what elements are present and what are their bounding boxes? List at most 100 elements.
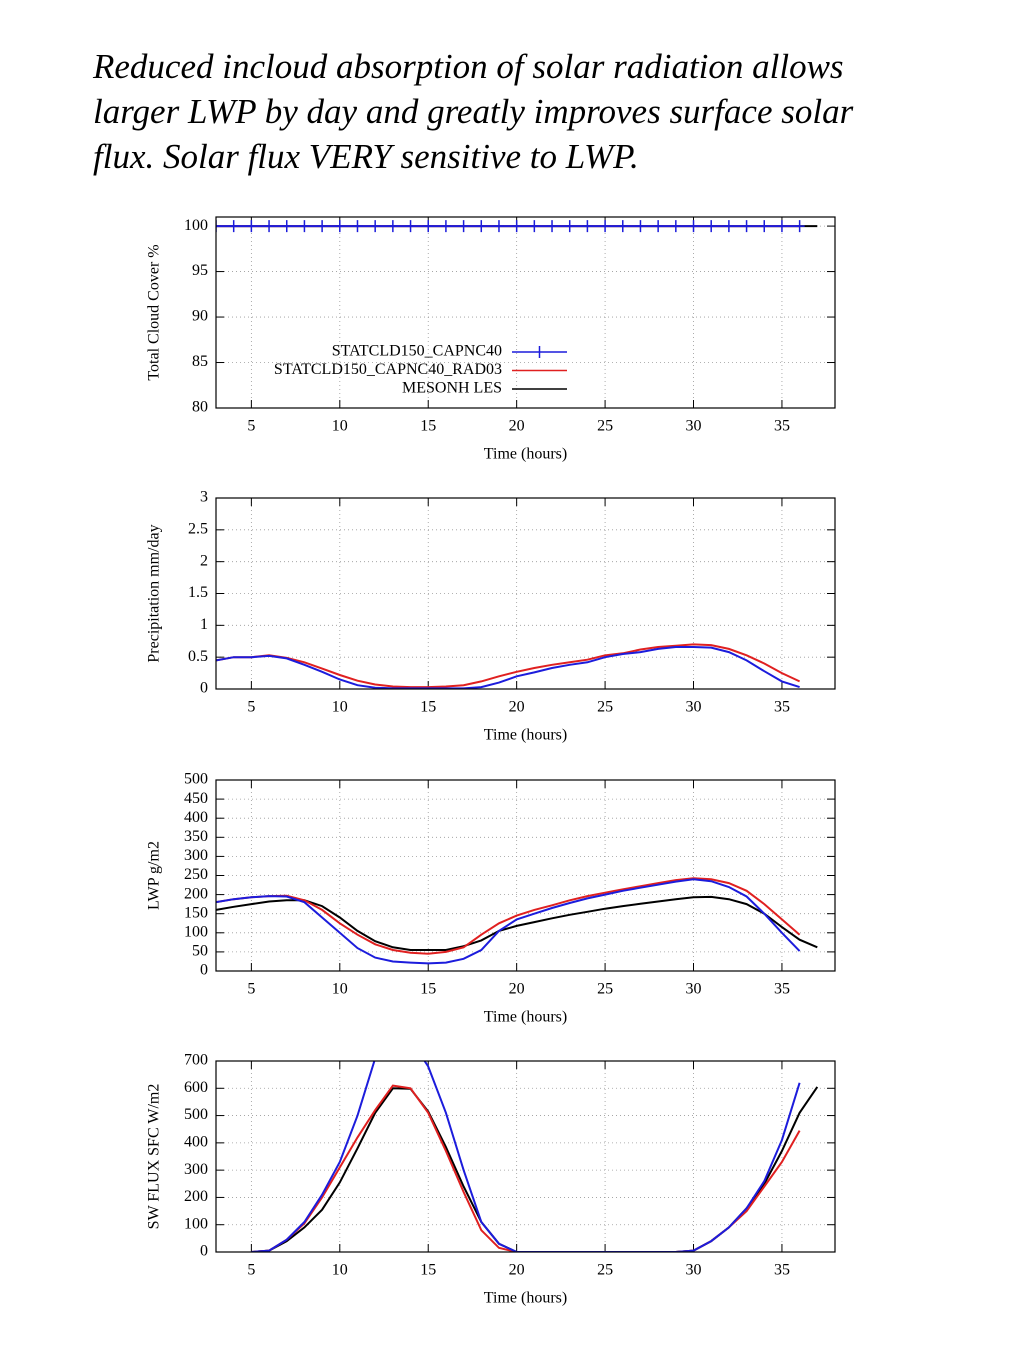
y-tick-label: 80 [192,399,208,416]
y-tick-label: 3 [200,489,208,506]
point-marker [458,220,469,233]
x-tick-label: 35 [774,418,790,435]
x-axis-label: Time (hours) [484,1009,567,1026]
plot-frame [215,779,836,972]
title-line: Reduced incloud absorption of solar radi… [92,47,844,86]
x-tick-label: 15 [420,1262,436,1279]
point-marker [493,220,504,233]
x-tick-label: 5 [247,1262,255,1279]
point-marker [670,220,681,233]
point-marker [741,220,752,233]
y-axis-label: SW FLUX SFC W/m2 [146,1084,163,1230]
y-tick-label: 300 [184,1161,208,1178]
y-axis-label: LWP g/m2 [146,841,163,910]
y-tick-label: 85 [192,353,208,370]
x-tick-label: 10 [332,1262,348,1279]
point-marker [352,220,363,233]
series-line [251,1061,801,1252]
legend-label: MESONH LES [402,380,502,397]
point-marker [334,220,345,233]
plot-frame [215,497,836,690]
x-tick-label: 10 [332,418,348,435]
y-tick-label: 50 [192,943,208,960]
chart: 0 100 200 300 400 500 600 700 5 10 15 20 25 30 35 Time … [146,1052,836,1307]
x-tick-label: 30 [686,981,702,998]
series-line [216,895,818,951]
x-axis-label: Time (hours) [484,446,567,463]
series-line [251,1084,801,1252]
y-tick-label: 0 [200,962,208,979]
x-tick-label: 15 [420,418,436,435]
point-marker [264,220,275,233]
y-tick-label: 100 [184,1215,208,1232]
y-tick-label: 2.5 [188,521,208,538]
point-marker [228,220,239,233]
point-marker [564,220,575,233]
y-tick-label: 300 [184,847,208,864]
x-tick-label: 10 [332,981,348,998]
chart: 0 50 100 150 200 250 300 350 400 450 500 5 10 15 20 25 3… [146,771,836,1026]
y-tick-label: 400 [184,809,208,826]
title-line: larger LWP by day and greatly improves s… [93,92,854,131]
chart: 80 85 90 95 100 5 10 15 20 25 30 35 Time (hours) Tota… [146,216,836,463]
x-tick-label: 15 [420,699,436,716]
plot-frame [215,216,836,409]
series-line [216,878,801,965]
y-tick-label: 150 [184,904,208,921]
y-tick-label: 700 [184,1052,208,1069]
y-tick-label: 95 [192,262,208,279]
y-tick-label: 600 [184,1079,208,1096]
point-marker [706,220,717,233]
plot-area [216,220,818,233]
y-tick-label: 200 [184,885,208,902]
y-tick-label: 450 [184,790,208,807]
plot-frame [215,1060,836,1253]
y-tick-label: 0 [200,680,208,697]
legend-label: STATCLD150_CAPNC40_RAD03 [274,361,502,378]
x-tick-label: 30 [686,699,702,716]
title-line: flux. Solar flux VERY sensitive to LWP. [93,137,639,176]
x-tick-label: 5 [247,418,255,435]
point-marker [635,220,646,233]
point-marker [547,220,558,233]
point-marker [776,220,787,233]
x-tick-label: 5 [247,699,255,716]
point-marker [529,220,540,233]
x-tick-label: 25 [597,418,613,435]
point-marker [476,220,487,233]
y-tick-label: 0 [200,1243,208,1260]
point-marker [370,220,381,233]
x-tick-label: 20 [509,981,525,998]
y-tick-label: 100 [184,217,208,234]
point-marker [281,220,292,233]
x-tick-label: 35 [774,1262,790,1279]
point-marker [688,220,699,233]
y-tick-label: 0.5 [188,648,208,665]
y-tick-label: 500 [184,1106,208,1123]
y-tick-label: 90 [192,308,208,325]
x-tick-label: 25 [597,981,613,998]
point-marker [216,220,221,233]
series-line [216,877,801,955]
x-tick-label: 10 [332,699,348,716]
x-tick-label: 30 [686,1262,702,1279]
point-marker [299,220,310,233]
point-marker [794,220,805,233]
plot-area [216,877,818,965]
series-line [216,646,800,689]
x-tick-label: 15 [420,981,436,998]
x-tick-label: 20 [509,418,525,435]
x-tick-label: 35 [774,981,790,998]
y-tick-label: 1.5 [188,584,208,601]
y-tick-label: 1 [200,616,208,633]
x-tick-label: 20 [509,1262,525,1279]
point-marker [387,220,398,233]
plot-area [251,1061,819,1252]
y-axis-label: Precipitation mm/day [146,524,163,662]
y-tick-label: 350 [184,828,208,845]
point-marker [582,220,593,233]
y-tick-label: 100 [184,923,208,940]
point-marker [405,220,416,233]
